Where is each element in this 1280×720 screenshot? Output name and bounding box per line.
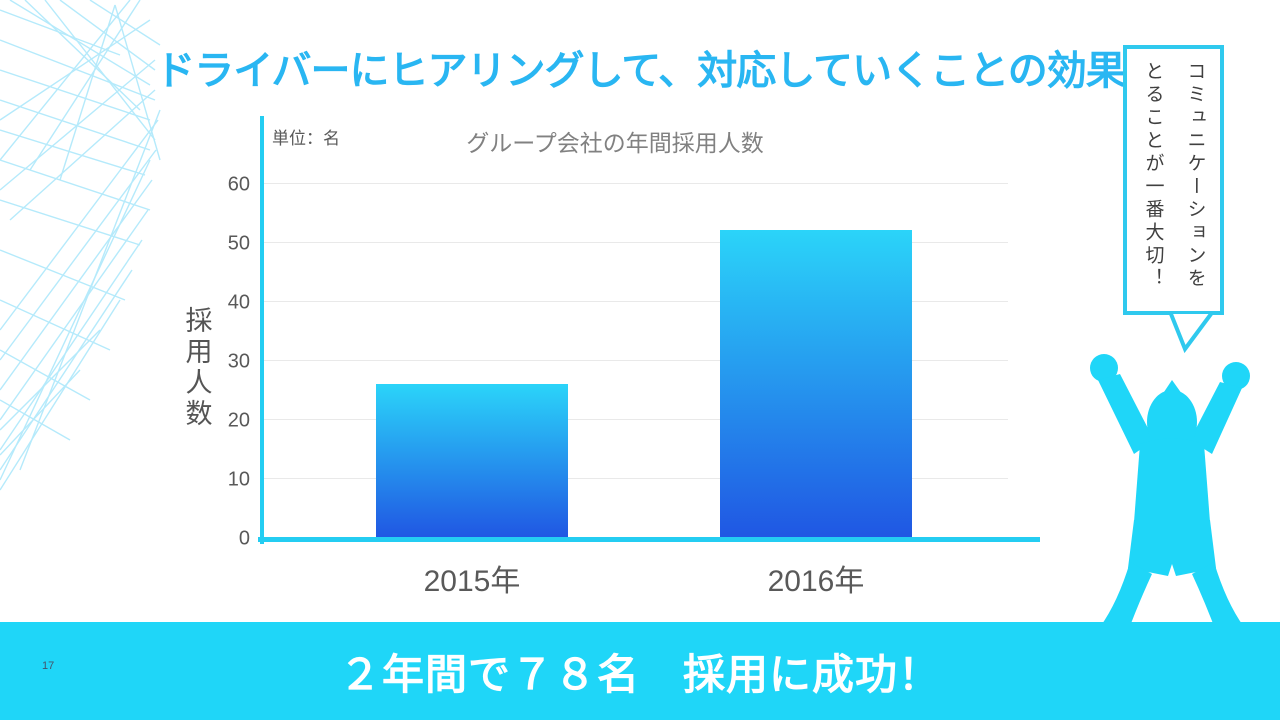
speech-bubble: コミュニケーションを とることが一番大切！ [1123,45,1224,315]
x-tick-label: 2016年 [767,565,865,598]
y-tick-label: 20 [227,409,250,432]
gridline [264,301,1008,302]
banner-text: ２年間で７８名 採用に成功！ [338,650,941,698]
bottom-banner: ２年間で７８名 採用に成功！ [0,622,1280,720]
bar-2015年 [376,384,568,537]
chart-unit-label: 単位：名 [272,129,340,148]
y-tick-label: 50 [227,232,250,255]
y-axis-title: 採用人数 [181,306,212,430]
x-axis-line [258,537,1040,542]
x-tick-label: 2015年 [423,565,521,598]
bar-2016年 [720,230,912,537]
y-tick-label: 60 [227,173,250,196]
bar-chart: 単位：名 グループ会社の年間採用人数 採用人数 0 10 20 30 40 50 60 201… [180,108,1050,613]
speech-bubble-tail [1169,312,1213,354]
y-axis-line [260,116,264,544]
y-tick-label: 0 [238,527,250,550]
gridline [264,360,1008,361]
speech-bubble-line: コミュニケーションを [1184,61,1206,291]
y-tick-label: 40 [227,291,250,314]
speech-bubble-line: とることが一番大切！ [1142,61,1164,291]
cheering-person-silhouette-icon [1088,354,1256,642]
y-tick-label: 30 [227,350,250,373]
y-tick-label: 10 [227,468,250,491]
page-number: 17 [42,660,55,672]
chart-title: グループ会社の年間採用人数 [466,130,764,156]
gridline [264,183,1008,184]
speech-bubble-text: コミュニケーションを とることが一番大切！ [1132,49,1216,311]
gridline [264,242,1008,243]
gridline [264,419,1008,420]
gridline [264,478,1008,479]
slide-title: ドライバーにヒアリングして、対応していくことの効果 [155,49,1125,93]
